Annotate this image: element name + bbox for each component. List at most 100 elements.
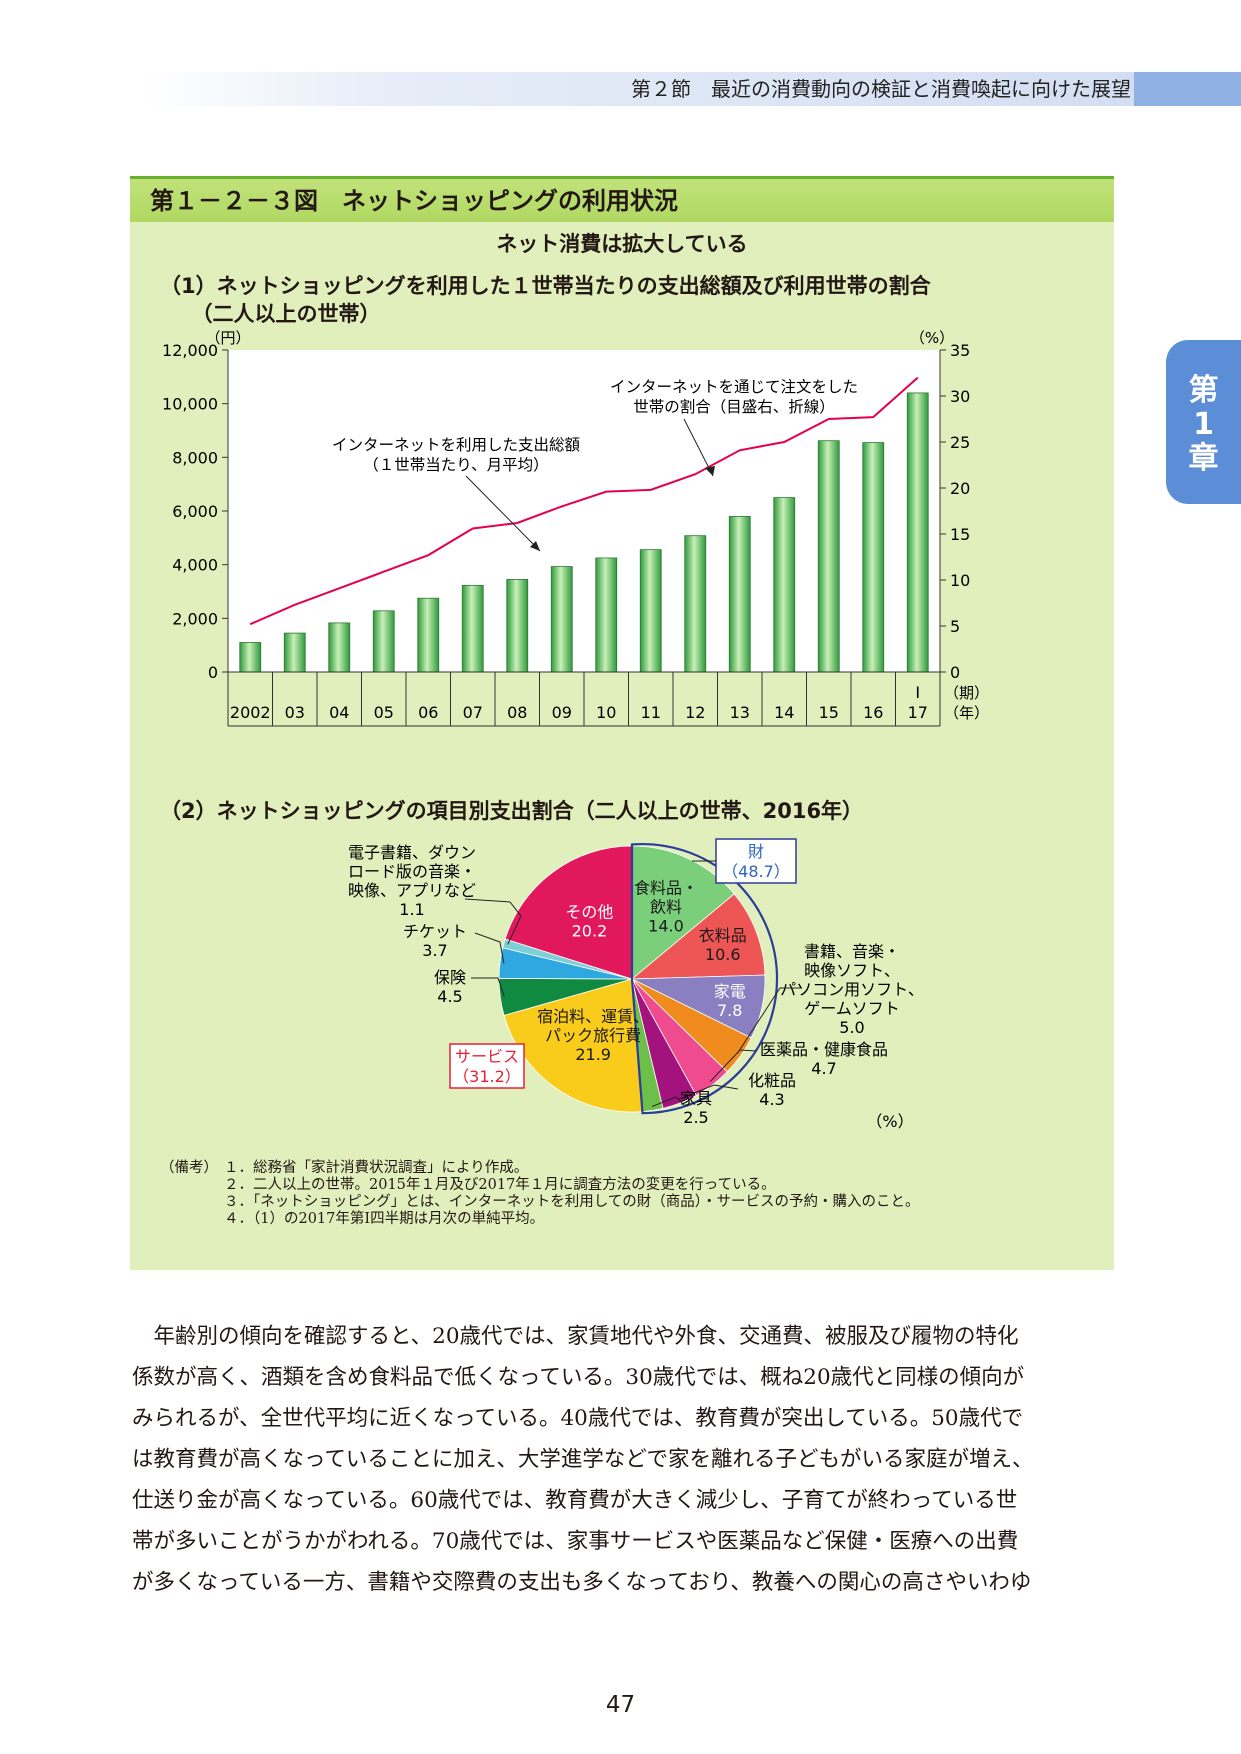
- pie-slice: [503, 978, 643, 1113]
- y-right-tick-label: 35: [950, 341, 970, 360]
- chapter-tab: 第 1 章: [1166, 340, 1241, 504]
- y-right-tick-label: 0: [950, 663, 960, 682]
- service-group-box: [449, 1043, 525, 1089]
- chapter-tab-line2: 1: [1193, 407, 1214, 442]
- note-item: ４．（1）の2017年第Ⅰ四半期は月次の単純平均。: [224, 1211, 545, 1227]
- header-band: [140, 72, 1140, 106]
- slice-label-cosmetics: 化粧品: [748, 1071, 796, 1090]
- bar-annotation: （１世帯当たり、月平均）: [363, 456, 548, 474]
- slice-label-books: 書籍、音楽・: [804, 942, 900, 961]
- slice-label-clothing: 10.6: [705, 945, 741, 964]
- bar: [906, 392, 929, 673]
- slice-label-appliance: 7.8: [717, 1001, 742, 1020]
- bar-annotation-arrowhead: [530, 541, 540, 551]
- x-tick-label: 03: [285, 703, 305, 722]
- y-left-tick-label: 0: [208, 663, 218, 682]
- slice-label-clothing: 衣料品: [699, 926, 747, 945]
- service-group-name: サービス: [455, 1047, 519, 1066]
- bar: [817, 440, 840, 673]
- goods-group-value: （48.7）: [722, 862, 790, 881]
- slice-label-ebook: 映像、アプリなど: [348, 881, 476, 900]
- chapter-tab-line3: 章: [1188, 441, 1219, 476]
- body-line: 係数が高く、酒類を含め食料品で低くなっている。30歳代では、概ね20歳代と同様の…: [132, 1365, 1025, 1390]
- period-marker: Ⅰ: [915, 683, 920, 702]
- slice-label-appliance: 家電: [714, 982, 746, 1001]
- slice-label-ebook: ロード版の音楽・: [348, 862, 476, 881]
- line-annotation-leader: [683, 418, 714, 477]
- body-line: みられるが、全世代平均に近くなっている。40歳代では、教育費が突出している。50…: [132, 1406, 1024, 1431]
- x-tick-label: 15: [819, 703, 839, 722]
- slice-label-furniture: 家具: [680, 1089, 712, 1108]
- x-tick-label: 14: [774, 703, 794, 722]
- slice-label-food: 14.0: [648, 917, 684, 936]
- slice-label-cosmetics: 4.3: [759, 1090, 784, 1109]
- x-unit: （年）: [944, 704, 989, 722]
- bar-annotation: インターネットを利用した支出総額: [332, 436, 580, 454]
- note-item: ２．二人以上の世帯。2015年１月及び2017年１月に調査方法の変更を行っている…: [224, 1177, 776, 1193]
- body-line: 帯が多いことがうかがわれる。70歳代では、家事サービスや医薬品など保健・医療への…: [132, 1529, 1019, 1554]
- expenditure-chart: 02,0004,0006,0008,00010,00012,0000510152…: [162, 329, 989, 727]
- note-item: １．総務省「家計消費状況調査」により作成。: [224, 1160, 529, 1176]
- y-right-unit: （%）: [910, 329, 954, 347]
- slice-label-food: 飲料: [650, 898, 682, 917]
- y-left-unit: （円）: [205, 329, 250, 347]
- bar: [773, 497, 796, 673]
- body-line: が多くなっている一方、書籍や交際費の支出も多くなっており、教養への関心の高さやい…: [132, 1570, 1032, 1595]
- line-annotation-arrowhead: [705, 466, 715, 476]
- page-number: 47: [605, 1692, 636, 1718]
- y-right-tick-label: 25: [950, 433, 970, 452]
- section2-title: （2）ネットショッピングの項目別支出割合（二人以上の世帯、2016年）: [160, 799, 864, 823]
- x-tick-label: 04: [329, 703, 349, 722]
- bar: [506, 579, 529, 673]
- slice-label-ticket: チケット: [403, 922, 467, 941]
- body-line: 年齢別の傾向を確認すると、20歳代では、家賃地代や外食、交通費、被服及び履物の特…: [132, 1324, 1019, 1349]
- y-right-tick-label: 20: [950, 479, 970, 498]
- slice-label-ticket-leader: [474, 932, 505, 964]
- body-text: 年齢別の傾向を確認すると、20歳代では、家賃地代や外食、交通費、被服及び履物の特…: [132, 1316, 1114, 1603]
- slice-label-ebook-leader: [464, 898, 522, 945]
- pie-unit: （%）: [866, 1112, 913, 1131]
- slice-label-food: 食料品・: [634, 879, 698, 898]
- slice-label-books-leader: [736, 987, 802, 1054]
- slice-label-travel: 宿泊料、運賃、: [537, 1007, 649, 1026]
- x-tick-label: 16: [863, 703, 883, 722]
- x-tick-label: 11: [641, 703, 661, 722]
- header-tab: [1134, 72, 1241, 106]
- slice-label-insurance: 保険: [434, 968, 466, 987]
- slice-label-books: 5.0: [839, 1018, 864, 1037]
- bar: [461, 584, 484, 673]
- x-tick-label: 17: [908, 703, 928, 722]
- x-tick-label: 10: [596, 703, 616, 722]
- bar: [728, 515, 751, 673]
- bar: [283, 632, 306, 673]
- slice-label-furniture-leader: [651, 1096, 686, 1107]
- slice-label-travel: パック旅行費: [545, 1026, 641, 1045]
- slice-label-other: その他: [565, 902, 613, 921]
- line-annotation: インターネットを通じて注文をした: [610, 378, 858, 396]
- figure-title: 第１－２－３図 ネットショッピングの利用状況: [150, 187, 678, 215]
- pie-slice: [504, 845, 633, 980]
- note-item: ３．「ネットショッピング」とは、インターネットを利用しての財（商品）・サービスの…: [224, 1194, 920, 1210]
- slice-label-cosmetics-leader: [678, 1084, 739, 1100]
- line-annotation: 世帯の割合（目盛右、折線）: [633, 398, 835, 416]
- body-line: は教育費が高くなっていることに加え、大学進学などで家を離れる子どもがいる家庭が増…: [132, 1447, 1034, 1472]
- line-series: [249, 376, 919, 626]
- pie-slice: [631, 845, 735, 980]
- chapter-tab-line1: 第: [1188, 373, 1219, 408]
- slice-label-furniture: 2.5: [683, 1108, 708, 1127]
- slice-label-medicine: 4.7: [811, 1059, 836, 1078]
- service-group-value: （31.2）: [453, 1067, 521, 1086]
- bar: [595, 557, 618, 673]
- period-unit: （期）: [944, 684, 989, 702]
- bar: [862, 442, 885, 673]
- bar: [372, 610, 395, 673]
- x-tick-label: 12: [685, 703, 705, 722]
- y-left-tick-label: 2,000: [172, 609, 218, 628]
- bar: [639, 549, 662, 673]
- slice-label-books: 映像ソフト、: [804, 961, 900, 980]
- notes: （備考） １．総務省「家計消費状況調査」により作成。 ２．二人以上の世帯。2015…: [160, 1160, 920, 1228]
- y-left-tick-label: 12,000: [162, 341, 218, 360]
- slice-label-ebook: 電子書籍、ダウン: [348, 843, 476, 862]
- goods-group-box: [715, 838, 797, 884]
